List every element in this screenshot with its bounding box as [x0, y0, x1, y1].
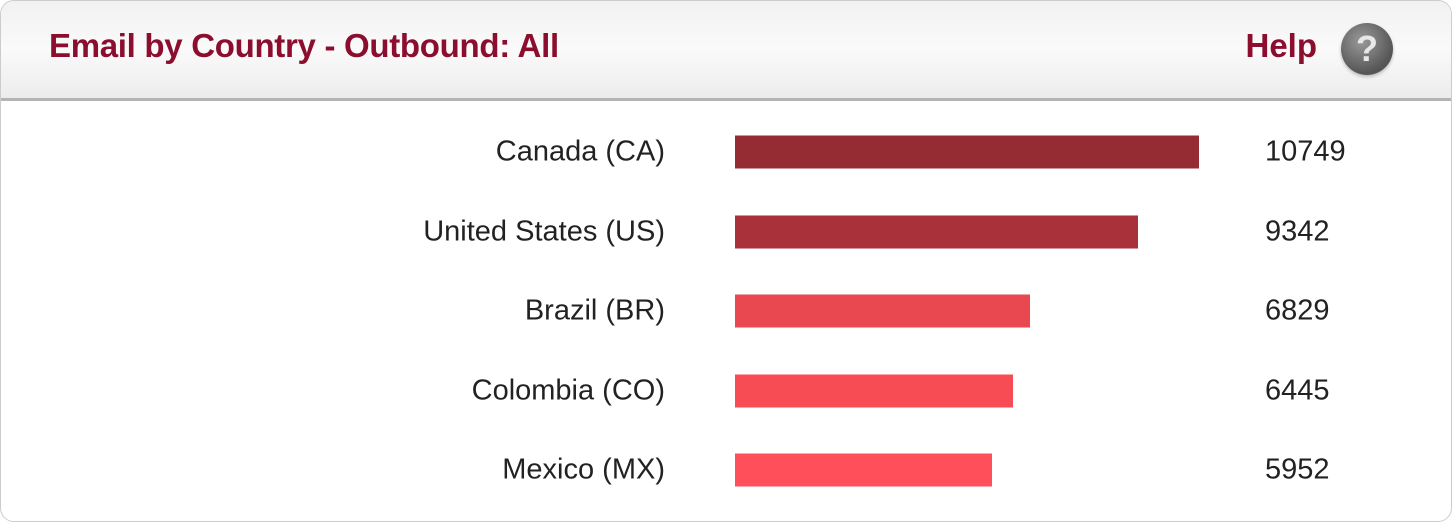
help-link[interactable]: Help: [1245, 27, 1317, 64]
value-label: 5952: [1265, 453, 1330, 486]
bar[interactable]: [735, 374, 1014, 407]
bar[interactable]: [735, 294, 1030, 328]
question-circle-icon[interactable]: ?: [1341, 23, 1393, 75]
category-label: Brazil (BR): [524, 294, 665, 327]
bar[interactable]: [735, 215, 1139, 248]
category-label: Canada (CA): [495, 135, 665, 168]
panel-title: Email by Country - Outbound: All: [49, 27, 559, 64]
category-label: Colombia (CO): [471, 374, 665, 406]
category-label: Mexico (MX): [502, 453, 665, 486]
bar[interactable]: [735, 453, 992, 487]
category-label: United States (US): [423, 215, 665, 247]
value-label: 6445: [1265, 374, 1330, 406]
value-label: 10749: [1265, 135, 1346, 168]
value-label: 9342: [1265, 215, 1330, 247]
bar[interactable]: [735, 135, 1199, 169]
panel-header: Email by Country - Outbound: All Help ?: [1, 1, 1451, 101]
value-label: 6829: [1265, 294, 1330, 327]
